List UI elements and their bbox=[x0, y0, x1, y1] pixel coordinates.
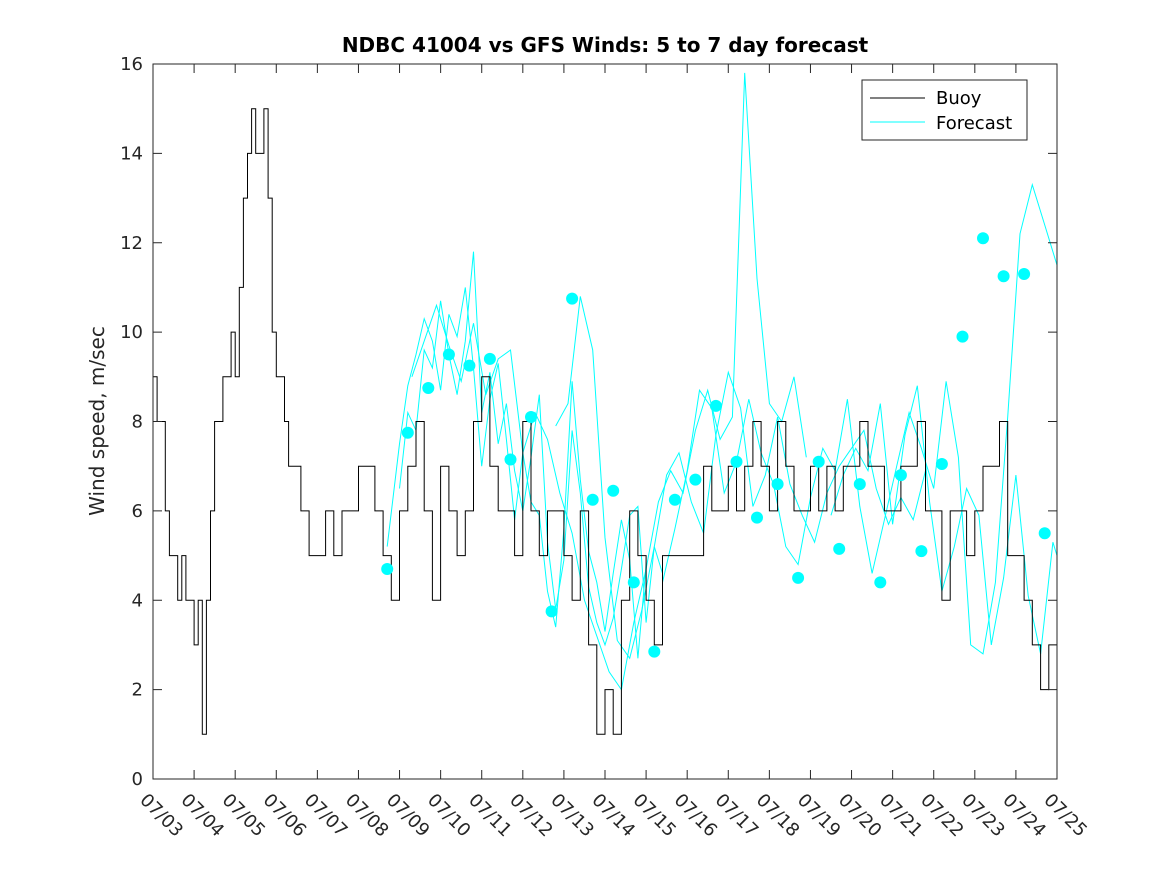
forecast-marker bbox=[874, 576, 887, 589]
forecast-marker bbox=[1038, 527, 1051, 540]
forecast-marker bbox=[525, 411, 537, 423]
y-tick-label: 4 bbox=[132, 590, 143, 611]
forecast-marker bbox=[1018, 268, 1031, 280]
forecast-marker bbox=[709, 399, 722, 412]
forecast-marker bbox=[442, 348, 455, 361]
forecast-line-0 bbox=[386, 287, 647, 659]
forecast-marker bbox=[997, 270, 1010, 283]
forecast-line-2 bbox=[411, 72, 807, 691]
forecast-marker bbox=[483, 352, 496, 365]
y-tick-label: 12 bbox=[120, 233, 143, 254]
legend-forecast-label: Forecast bbox=[936, 113, 1012, 134]
forecast-marker bbox=[504, 453, 517, 466]
forecast-marker bbox=[381, 563, 394, 575]
y-tick-label: 6 bbox=[132, 501, 143, 522]
forecast-line-3 bbox=[555, 296, 926, 660]
forecast-marker bbox=[751, 511, 763, 524]
forecast-marker bbox=[812, 455, 825, 468]
forecast-marker bbox=[956, 330, 969, 343]
forecast-marker bbox=[401, 426, 414, 439]
y-tick-label: 10 bbox=[120, 322, 143, 343]
plot-marks bbox=[153, 72, 1058, 735]
forecast-marker bbox=[894, 469, 907, 482]
forecast-marker bbox=[730, 455, 743, 468]
y-tick-label: 2 bbox=[132, 680, 143, 701]
legend-box bbox=[861, 79, 1028, 141]
forecast-marker bbox=[648, 645, 661, 658]
forecast-marker bbox=[422, 382, 435, 394]
legend-buoy-label: Buoy bbox=[936, 88, 982, 109]
forecast-marker bbox=[689, 473, 702, 486]
forecast-line-5 bbox=[830, 385, 1058, 655]
forecast-marker bbox=[463, 359, 476, 372]
y-axis-label: Wind speed, m/sec bbox=[85, 326, 109, 516]
forecast-marker bbox=[977, 232, 989, 245]
forecast-marker bbox=[545, 605, 558, 618]
legend: Buoy Forecast bbox=[861, 79, 1028, 141]
chart-title: NDBC 41004 vs GFS Winds: 5 to 7 day fore… bbox=[342, 33, 869, 57]
forecast-marker bbox=[586, 493, 599, 506]
y-tick-label: 14 bbox=[120, 143, 143, 164]
forecast-marker bbox=[833, 542, 846, 555]
forecast-marker bbox=[566, 292, 579, 305]
y-tick-label: 16 bbox=[120, 54, 143, 75]
forecast-marker bbox=[792, 571, 805, 584]
forecast-marker bbox=[853, 478, 866, 491]
y-tick-label: 8 bbox=[132, 412, 143, 433]
forecast-marker bbox=[607, 484, 620, 497]
buoy-line bbox=[153, 108, 1058, 735]
y-tick-label: 0 bbox=[132, 769, 143, 790]
forecast-marker bbox=[915, 545, 928, 558]
forecast-marker bbox=[668, 493, 681, 506]
forecast-marker bbox=[935, 458, 948, 470]
forecast-marker bbox=[627, 576, 640, 589]
forecast-marker bbox=[771, 478, 784, 491]
